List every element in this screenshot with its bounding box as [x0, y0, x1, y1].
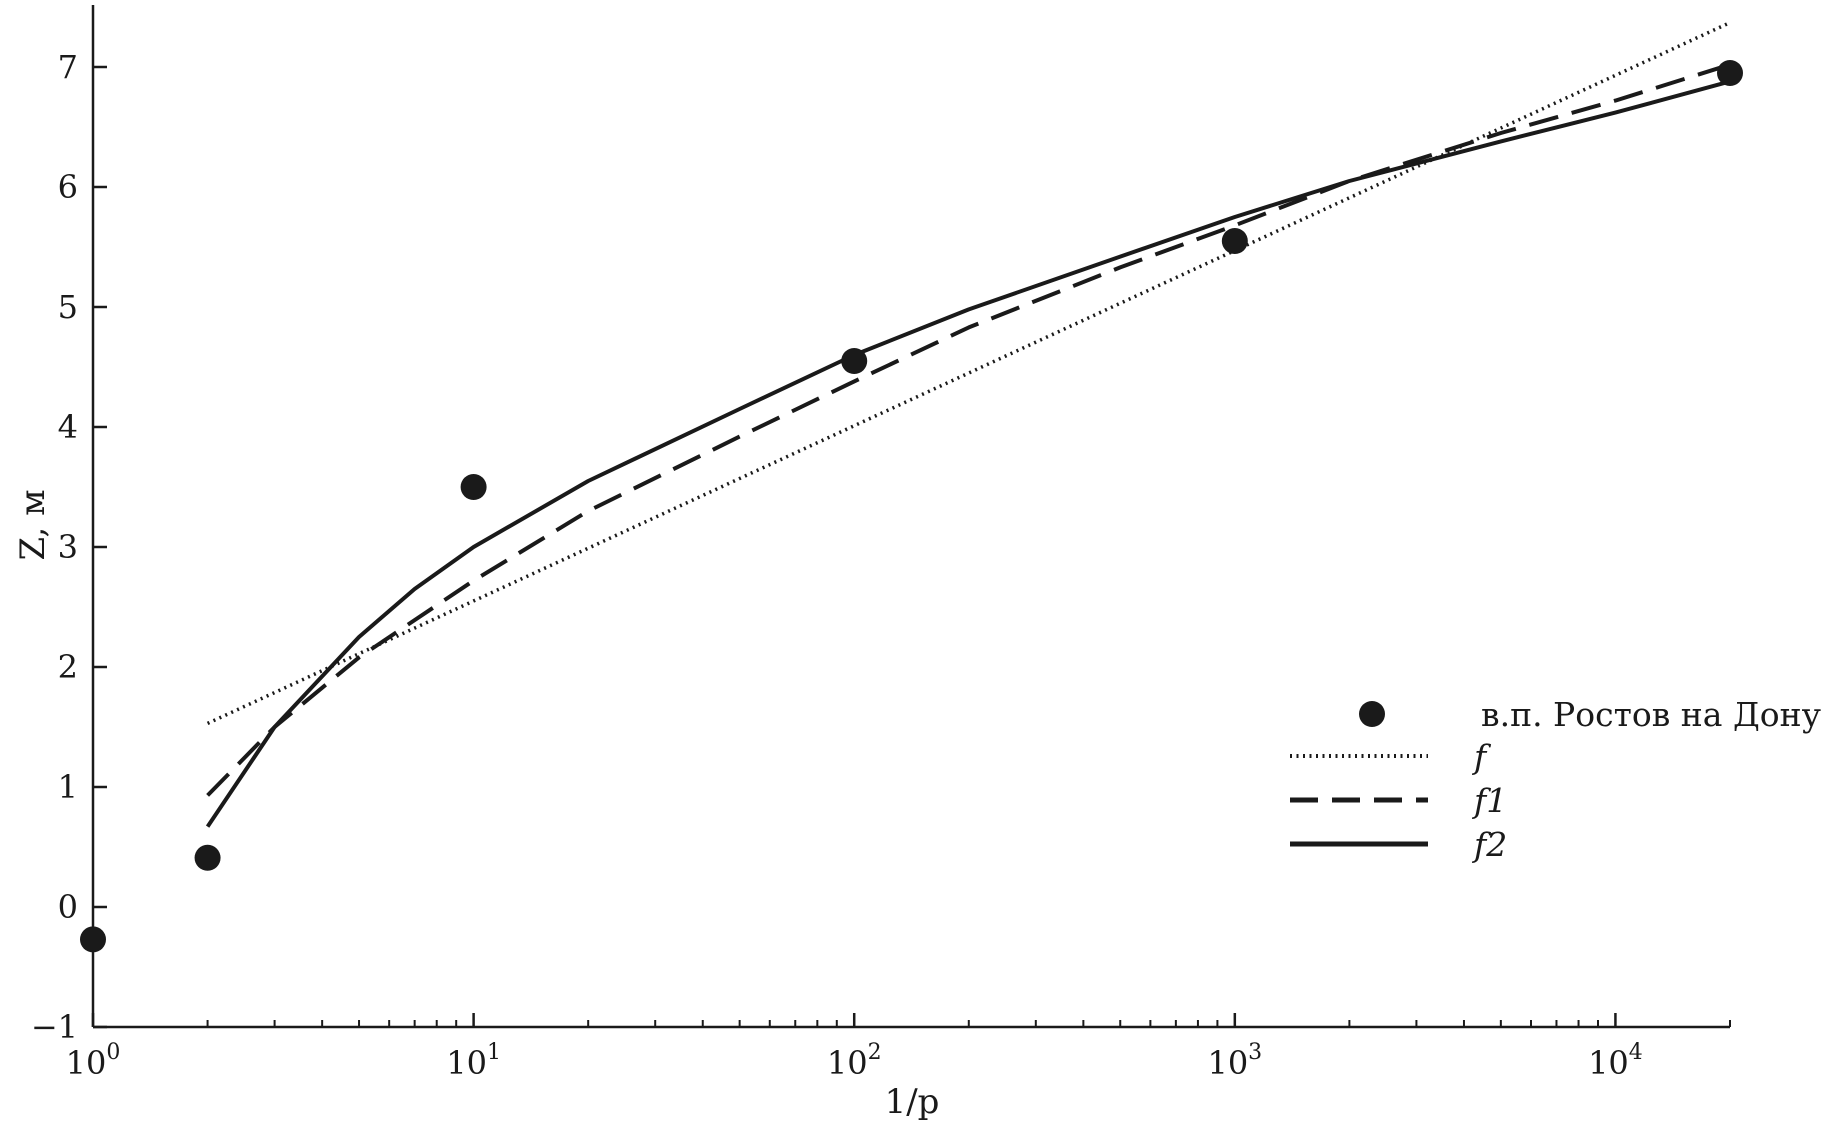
y-axis: −1 0 1 2 3 4 5 6 7 Z, м — [13, 5, 107, 1046]
data-point — [841, 348, 868, 374]
x-tick-label: 100 — [66, 1040, 121, 1082]
x-tick-exponent: 2 — [868, 1040, 882, 1065]
legend-marker-observed — [1359, 701, 1385, 727]
x-tick-base: 10 — [1588, 1044, 1629, 1082]
y-tick-label: 4 — [58, 408, 78, 446]
data-point — [1717, 60, 1743, 86]
data-point — [1221, 228, 1248, 254]
x-tick-exponent: 1 — [487, 1040, 501, 1065]
legend: в.п. Ростов на Дону f f1 f2 — [1290, 695, 1822, 864]
series-line-f1 — [206, 62, 1731, 797]
x-tick-label: 103 — [1207, 1040, 1262, 1082]
series-line-f — [206, 21, 1731, 725]
y-tick-label: −1 — [31, 1008, 78, 1046]
y-tick-label: 7 — [58, 48, 78, 86]
x-tick-exponent: 0 — [106, 1040, 120, 1065]
y-ticks: −1 0 1 2 3 4 5 6 7 — [31, 48, 107, 1046]
legend-label-observed: в.п. Ростов на Дону — [1481, 695, 1822, 734]
legend-label-f: f — [1471, 737, 1492, 776]
x-axis-label: 1/p — [885, 1082, 940, 1122]
x-tick-exponent: 3 — [1248, 1040, 1262, 1065]
x-ticks: 100 101 102 103 104 — [66, 1013, 1731, 1082]
x-tick-exponent: 4 — [1629, 1040, 1643, 1065]
y-tick-label: 0 — [58, 888, 78, 926]
legend-label-f1: f1 — [1471, 781, 1507, 820]
y-axis-label: Z, м — [13, 489, 53, 560]
y-tick-label: 1 — [58, 768, 78, 806]
plot-area — [80, 21, 1743, 953]
y-tick-label: 6 — [58, 168, 78, 206]
data-point — [460, 474, 487, 500]
data-point — [194, 844, 221, 871]
x-axis: 100 101 102 103 104 1/p — [66, 1013, 1731, 1122]
x-tick-base: 10 — [1207, 1044, 1248, 1082]
x-tick-base: 10 — [446, 1044, 487, 1082]
x-tick-base: 10 — [66, 1044, 107, 1082]
x-tick-label: 101 — [446, 1040, 501, 1082]
x-tick-label: 104 — [1588, 1040, 1643, 1082]
y-tick-label: 2 — [58, 648, 78, 686]
y-tick-label: 3 — [58, 528, 78, 566]
x-tick-base: 10 — [827, 1044, 868, 1082]
y-tick-label: 5 — [58, 288, 78, 326]
x-tick-label: 102 — [827, 1040, 882, 1082]
legend-label-f2: f2 — [1471, 825, 1507, 864]
